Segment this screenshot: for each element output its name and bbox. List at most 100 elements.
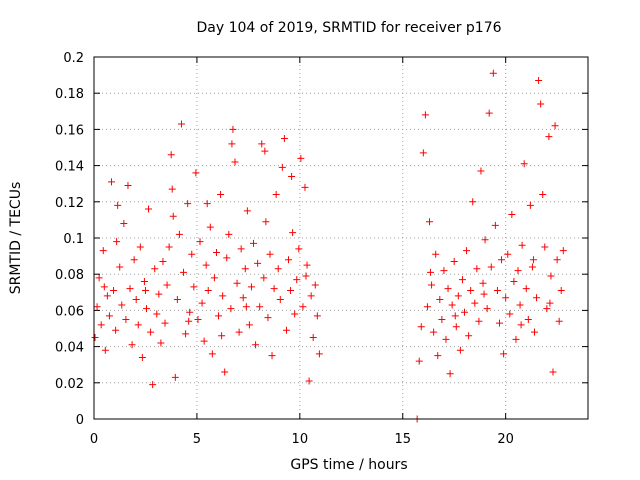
data-point <box>463 247 471 255</box>
data-point <box>297 154 305 162</box>
data-point <box>245 321 253 329</box>
data-point <box>557 286 565 294</box>
data-point <box>200 337 208 345</box>
data-point <box>535 77 543 85</box>
data-point <box>151 265 159 273</box>
data-point <box>436 296 444 304</box>
data-point <box>417 323 425 331</box>
data-point <box>184 200 192 208</box>
data-point <box>186 308 194 316</box>
data-point <box>153 310 161 318</box>
data-point <box>237 245 245 253</box>
data-point <box>305 377 313 385</box>
data-point <box>293 276 301 284</box>
data-point <box>302 272 310 280</box>
x-tick-labels: 0 5 10 15 20 <box>90 432 514 447</box>
data-point <box>206 223 214 231</box>
data-point <box>122 315 130 323</box>
data-point <box>264 314 272 322</box>
data-point <box>190 283 198 291</box>
data-point <box>477 167 485 175</box>
data-point <box>210 274 218 282</box>
data-point <box>97 321 105 329</box>
data-point <box>147 328 155 336</box>
data-point <box>428 281 436 289</box>
data-point <box>278 163 286 171</box>
data-point <box>173 296 181 304</box>
data-point <box>215 312 223 320</box>
data-point <box>204 286 212 294</box>
y-tick-label: 0.2 <box>63 51 84 66</box>
data-point <box>481 236 489 244</box>
data-point <box>218 332 226 340</box>
y-tick-label: 0.08 <box>55 268 84 283</box>
data-point <box>221 368 229 376</box>
data-point <box>311 281 319 289</box>
data-point <box>185 317 193 325</box>
data-point <box>547 272 555 280</box>
data-point <box>288 172 296 180</box>
data-point <box>502 294 510 302</box>
data-point <box>456 346 464 354</box>
data-point <box>134 321 142 329</box>
data-point <box>487 263 495 271</box>
data-point <box>132 296 140 304</box>
x-tick-label: 15 <box>394 432 411 447</box>
data-point <box>258 140 266 148</box>
data-point <box>546 299 554 307</box>
data-point <box>239 294 247 302</box>
data-point <box>241 265 249 273</box>
data-point <box>301 183 309 191</box>
data-point <box>140 277 148 285</box>
data-point <box>559 247 567 255</box>
data-point <box>543 305 551 313</box>
data-point <box>282 326 290 334</box>
y-tick-label: 0.12 <box>55 196 84 211</box>
data-point <box>489 69 497 77</box>
data-point <box>430 328 438 336</box>
y-tick-label: 0.18 <box>55 87 84 102</box>
y-tick-label: 0.16 <box>55 123 84 138</box>
data-point <box>419 149 427 157</box>
data-point <box>512 335 520 343</box>
data-point <box>103 292 111 300</box>
data-points <box>91 69 567 423</box>
data-point <box>427 268 435 276</box>
data-point <box>141 286 149 294</box>
data-point <box>444 285 452 293</box>
data-point <box>256 303 264 311</box>
data-point <box>467 286 475 294</box>
data-point <box>114 201 122 209</box>
plot-frame <box>93 56 589 420</box>
data-point <box>250 239 258 247</box>
data-point <box>479 279 487 287</box>
data-point <box>500 350 508 358</box>
data-point <box>110 286 118 294</box>
data-point <box>149 381 157 389</box>
data-point <box>518 241 526 249</box>
data-point <box>254 259 262 267</box>
data-point <box>524 315 532 323</box>
data-point <box>475 317 483 325</box>
x-tick-label: 0 <box>90 432 98 447</box>
data-point <box>165 243 173 251</box>
data-point <box>440 267 448 275</box>
data-point <box>446 370 454 378</box>
data-point <box>528 263 536 271</box>
data-point <box>168 185 176 193</box>
data-point <box>432 250 440 258</box>
data-point <box>161 319 169 327</box>
data-point <box>504 250 512 258</box>
data-point <box>299 303 307 311</box>
data-point <box>124 182 132 190</box>
chart-title: Day 104 of 2019, SRMTID for receiver p17… <box>196 20 501 36</box>
data-point <box>438 315 446 323</box>
data-point <box>112 326 120 334</box>
data-point <box>93 303 101 311</box>
data-point <box>235 328 243 336</box>
data-point <box>266 250 274 258</box>
data-point <box>130 256 138 264</box>
data-point <box>118 301 126 309</box>
x-axis-label: GPS time / hours <box>290 457 407 473</box>
